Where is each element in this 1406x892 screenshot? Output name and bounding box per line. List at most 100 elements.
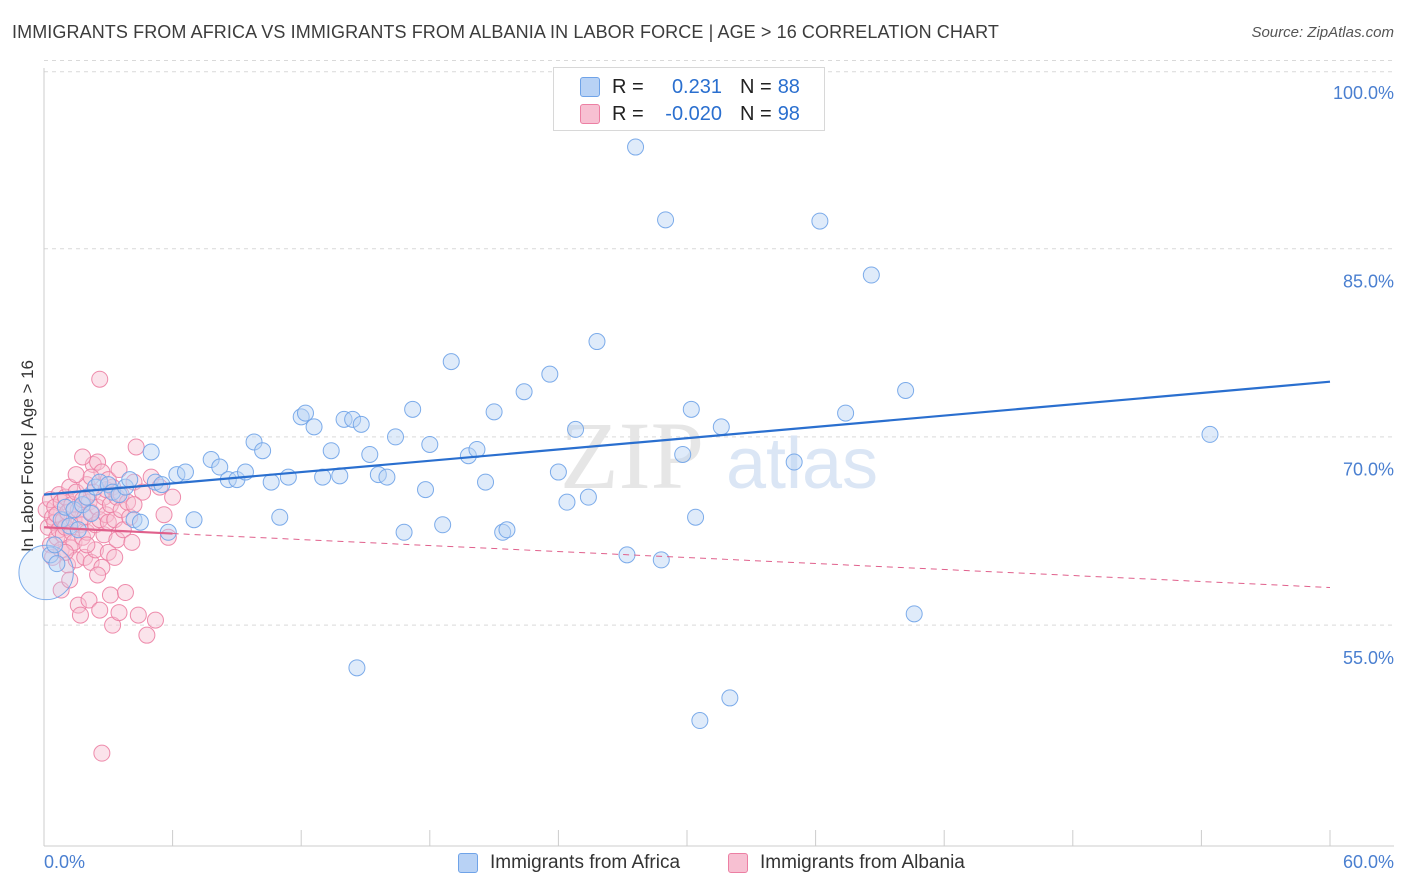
africa-point bbox=[404, 400, 422, 418]
africa-point bbox=[41, 546, 59, 564]
africa-point bbox=[48, 555, 66, 573]
legend-r-value: -0.020 bbox=[665, 102, 722, 125]
africa-point bbox=[674, 445, 692, 463]
y-tick-label: 85.0% bbox=[1343, 271, 1394, 291]
series-legend-africa[interactable]: Immigrants from Africa bbox=[458, 852, 680, 874]
albania-point bbox=[93, 744, 111, 762]
trend-lines bbox=[43, 380, 1331, 589]
albania-point bbox=[82, 468, 100, 486]
africa-point bbox=[541, 365, 559, 383]
africa-point bbox=[61, 517, 79, 535]
africa-point bbox=[262, 473, 280, 491]
albania-point bbox=[91, 601, 109, 619]
albania-trend-extension bbox=[172, 533, 1331, 589]
watermark-zip: ZIP bbox=[560, 402, 704, 509]
stats-legend: R = 0.231 N = 88 R = -0.020 N = 98 bbox=[553, 67, 825, 131]
africa-point bbox=[498, 521, 516, 539]
albania-point bbox=[138, 626, 156, 644]
africa-point bbox=[1201, 425, 1219, 443]
series-legend-label: Immigrants from Africa bbox=[490, 852, 681, 873]
chart-title: IMMIGRANTS FROM AFRICA VS IMMIGRANTS FRO… bbox=[12, 22, 999, 42]
x-tick-label-max: 60.0% bbox=[1342, 852, 1394, 872]
series-legend: Immigrants from Africa Immigrants from A… bbox=[0, 852, 1406, 878]
africa-point bbox=[211, 458, 229, 476]
africa-point bbox=[477, 473, 495, 491]
legend-row-africa: R = 0.231 N = 88 bbox=[580, 75, 800, 99]
legend-row-albania: R = -0.020 N = 98 bbox=[580, 102, 800, 126]
africa-point bbox=[335, 410, 353, 428]
africa-point bbox=[652, 551, 670, 569]
africa-point bbox=[395, 523, 413, 541]
albania-point bbox=[80, 591, 98, 609]
albania-point bbox=[86, 541, 104, 559]
albania-trend-line bbox=[43, 526, 173, 535]
albania-point bbox=[125, 496, 143, 514]
africa-point bbox=[185, 511, 203, 529]
albania-point bbox=[71, 606, 89, 624]
albania-point bbox=[123, 533, 141, 551]
albania-point bbox=[134, 483, 152, 501]
africa-point bbox=[558, 493, 576, 511]
albania-point bbox=[67, 466, 85, 484]
africa-point bbox=[567, 420, 585, 438]
africa-point bbox=[245, 433, 263, 451]
albania-point bbox=[69, 596, 87, 614]
africa-point bbox=[442, 353, 460, 371]
africa-point bbox=[579, 488, 597, 506]
albania-point bbox=[106, 548, 124, 566]
africa-trend-line bbox=[43, 380, 1331, 496]
watermark: ZIP atlas bbox=[560, 402, 878, 509]
africa-point bbox=[378, 468, 396, 486]
africa-point bbox=[305, 418, 323, 436]
albania-point bbox=[89, 566, 107, 584]
africa-point bbox=[691, 712, 709, 730]
albania-point bbox=[116, 584, 134, 602]
albania-point bbox=[78, 536, 96, 554]
africa-point bbox=[46, 536, 64, 554]
x-tick-label-min: 0.0% bbox=[44, 852, 86, 872]
africa-point bbox=[549, 463, 567, 481]
africa-point bbox=[18, 544, 74, 601]
africa-point bbox=[588, 333, 606, 351]
albania-point bbox=[101, 586, 119, 604]
africa-point bbox=[785, 453, 803, 471]
legend-n-value: 88 bbox=[777, 75, 800, 98]
africa-point bbox=[387, 428, 405, 446]
axes bbox=[43, 68, 1394, 847]
africa-point bbox=[687, 508, 705, 526]
legend-swatch-albania bbox=[580, 104, 600, 124]
albania-point bbox=[91, 370, 109, 388]
albania-point bbox=[164, 488, 182, 506]
africa-point bbox=[837, 404, 855, 422]
africa-point bbox=[485, 403, 503, 421]
legend-r-label: R = bbox=[612, 75, 644, 98]
albania-point bbox=[89, 453, 107, 471]
africa-point bbox=[657, 211, 675, 229]
africa-point bbox=[121, 471, 139, 489]
albania-point bbox=[59, 556, 77, 574]
legend-swatch-africa bbox=[580, 77, 600, 97]
africa-point bbox=[142, 443, 160, 461]
africa-point bbox=[515, 383, 533, 401]
legend-n-value: 98 bbox=[777, 102, 800, 125]
africa-point bbox=[361, 445, 379, 463]
africa-point bbox=[421, 435, 439, 453]
africa-point bbox=[721, 689, 739, 707]
series-legend-albania[interactable]: Immigrants from Albania bbox=[728, 852, 965, 874]
africa-point bbox=[348, 659, 366, 677]
africa-point bbox=[279, 468, 297, 486]
legend-r-label: R = bbox=[612, 102, 644, 125]
africa-point bbox=[905, 605, 923, 623]
y-tick-label: 100.0% bbox=[1333, 83, 1394, 103]
africa-point bbox=[897, 381, 915, 399]
albania-point bbox=[74, 448, 92, 466]
series-legend-label: Immigrants from Albania bbox=[760, 852, 965, 873]
albania-point bbox=[129, 606, 147, 624]
africa-point bbox=[352, 415, 370, 433]
gridlines bbox=[44, 59, 1394, 626]
y-tick-labels: 100.0% 85.0% 70.0% 55.0% bbox=[1333, 83, 1394, 668]
albania-point bbox=[110, 604, 128, 622]
africa-point bbox=[176, 463, 194, 481]
albania-point bbox=[110, 461, 128, 479]
source-label: Source: ZipAtlas.com bbox=[1251, 24, 1394, 41]
